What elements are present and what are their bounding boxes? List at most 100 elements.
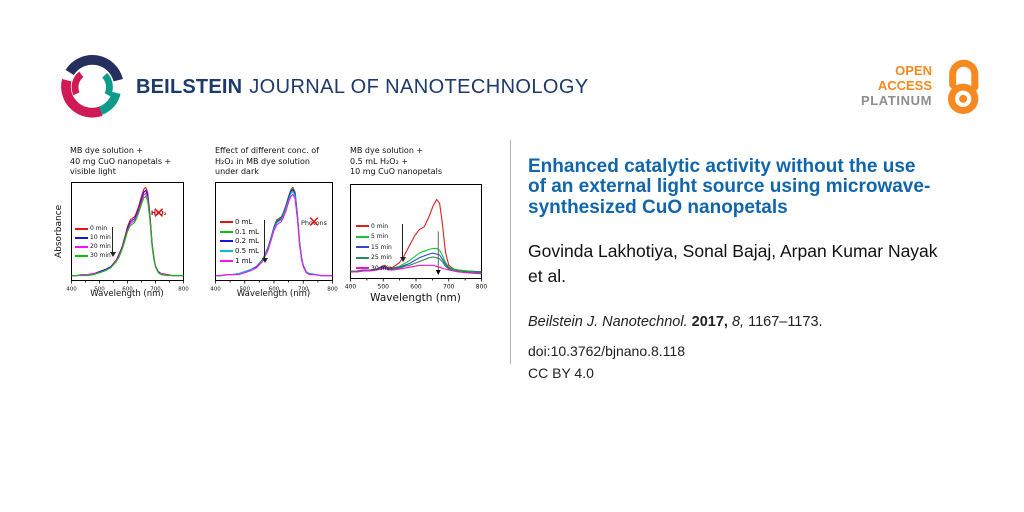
annotation-text: Photons [301, 219, 328, 227]
down-arrow-icon [261, 220, 268, 263]
legend-item: 0 min [75, 224, 111, 233]
svg-text:800: 800 [476, 284, 488, 291]
legend-label: 0 mL [235, 217, 253, 226]
svg-text:700: 700 [298, 287, 309, 293]
legend-item: 30 min [75, 251, 111, 260]
title-line: Enhanced catalytic activity without the … [528, 155, 916, 177]
legend-label: 0.5 mL [235, 247, 260, 256]
chart-legend: 0 mL 0.1 mL 0.2 mL 0.5 mL 1 mL [220, 217, 268, 266]
svg-text:800: 800 [327, 287, 338, 293]
graphical-abstract: MB dye solution + 40 mg CuO nanopetals +… [54, 143, 496, 315]
article-title: Enhanced catalytic activity without the … [528, 155, 998, 219]
legend-item: 15 min [356, 242, 392, 253]
legend-label: 0 min [90, 225, 108, 232]
chart-dark-h2o2: Effect of different conc. of H₂O₂ in MB … [210, 143, 353, 315]
legend-item: 0.2 mL [220, 237, 259, 247]
access-label: ACCESS [877, 78, 932, 93]
legend-swatch [356, 267, 369, 270]
citation-year: 2017, [691, 313, 728, 330]
authors-line: et al. [528, 265, 566, 286]
legend-label: 1 mL [235, 257, 253, 266]
legend-swatch [75, 227, 88, 230]
svg-text:600: 600 [122, 287, 133, 293]
legend-item: 0.5 mL [220, 246, 259, 256]
legend-swatch [75, 236, 88, 239]
legend-swatch [75, 254, 88, 257]
legend-label: 0.1 mL [235, 227, 260, 236]
red-cross-icon: ✕ [152, 203, 165, 222]
h2o2-crossed-annotation: H₂O₂ ✕ [151, 205, 166, 220]
legend-item: 30 min [356, 263, 392, 274]
legend-item: 20 min [75, 242, 111, 251]
legend-swatch [356, 225, 369, 228]
plot-area: 400 500 600 700 800 [345, 184, 487, 292]
plot-area: 400 500 600 700 800 [66, 182, 189, 294]
brand-text: BEILSTEIN JOURNAL OF NANOTECHNOLOGY [136, 76, 589, 99]
legend-item: 5 min [356, 232, 392, 243]
legend-swatch [220, 240, 233, 243]
open-label: OPEN [895, 63, 932, 78]
article-doi: doi:10.3762/bjnano.8.118 [528, 343, 685, 359]
svg-text:700: 700 [150, 287, 161, 293]
brand-beilstein: BEILSTEIN [136, 76, 243, 98]
chart-catalysis: MB dye solution + 0.5 mL H₂O₂ + 10 mg Cu… [344, 143, 496, 315]
x-axis-label: Wavelength (nm) [370, 292, 461, 304]
citation-journal: Beilstein J. Nanotechnol. [528, 313, 688, 330]
article-authors: Govinda Lakhotiya, Sonal Bajaj, Arpan Ku… [528, 239, 998, 289]
legend-swatch [220, 250, 233, 253]
legend-item: 0 mL [220, 217, 259, 227]
legend-swatch [356, 246, 369, 249]
legend-item: 1 mL [220, 256, 259, 266]
authors-line: Govinda Lakhotiya, Sonal Bajaj, Arpan Ku… [528, 240, 938, 261]
vertical-divider [510, 140, 511, 364]
chart-legend: 0 min 10 min 20 min 30 min [75, 224, 116, 260]
legend-swatch [75, 245, 88, 248]
beilstein-logo-icon [58, 53, 126, 121]
down-arrow-icon [399, 224, 406, 262]
x-axis-label: Wavelength (nm) [90, 289, 164, 299]
citation-pages: 1167–1173. [748, 313, 823, 330]
legend-label: 30 min [371, 264, 392, 272]
svg-text:500: 500 [240, 287, 251, 293]
legend-label: 0.2 mL [235, 237, 260, 246]
svg-text:500: 500 [378, 284, 390, 291]
svg-text:600: 600 [269, 287, 280, 293]
svg-text:800: 800 [178, 287, 189, 293]
plot-area: 400 500 600 700 800 [210, 182, 338, 294]
legend-item: 0.1 mL [220, 227, 259, 237]
chart-title: MB dye solution + 0.5 mL H₂O₂ + 10 mg Cu… [350, 146, 442, 176]
svg-text:700: 700 [443, 284, 455, 291]
open-access-badge: OPEN ACCESS PLATINUM [842, 63, 932, 108]
article-license: CC BY 4.0 [528, 365, 594, 381]
open-access-lock-icon [936, 58, 988, 115]
red-cross-icon: ✕ [307, 212, 321, 231]
legend-swatch [220, 260, 233, 263]
article-citation: Beilstein J. Nanotechnol. 2017, 8, 1167–… [528, 314, 823, 330]
legend-label: 0 min [371, 222, 389, 230]
svg-text:400: 400 [345, 284, 357, 291]
title-line: of an external light source using microw… [528, 176, 931, 198]
legend-label: 20 min [90, 243, 111, 250]
y-axis-label: Absorbance [54, 204, 64, 258]
legend-swatch [220, 230, 233, 233]
brand-journal-name: JOURNAL OF NANOTECHNOLOGY [249, 76, 589, 98]
chart-title: MB dye solution + 40 mg CuO nanopetals +… [70, 146, 172, 176]
photons-crossed-annotation: Photons ✕ [301, 214, 328, 229]
legend-swatch [356, 235, 369, 238]
svg-text:400: 400 [66, 287, 77, 293]
svg-text:400: 400 [210, 287, 221, 293]
citation-volume: 8, [731, 313, 745, 330]
title-line: synthesized CuO nanopetals [528, 196, 788, 218]
legend-label: 25 min [371, 254, 392, 262]
chart-visible-light: MB dye solution + 40 mg CuO nanopetals +… [54, 143, 208, 315]
chart-title: Effect of different conc. of H₂O₂ in MB … [215, 146, 319, 176]
x-axis-label: Wavelength (nm) [236, 289, 311, 299]
legend-label: 5 min [371, 233, 389, 241]
svg-text:500: 500 [94, 287, 105, 293]
legend-item: 0 min [356, 221, 392, 232]
down-arrow-icon [109, 227, 116, 257]
legend-swatch [220, 220, 233, 223]
legend-item: 25 min [356, 253, 392, 264]
chart-legend: 0 min 5 min 15 min 25 min 30 min [356, 221, 406, 274]
